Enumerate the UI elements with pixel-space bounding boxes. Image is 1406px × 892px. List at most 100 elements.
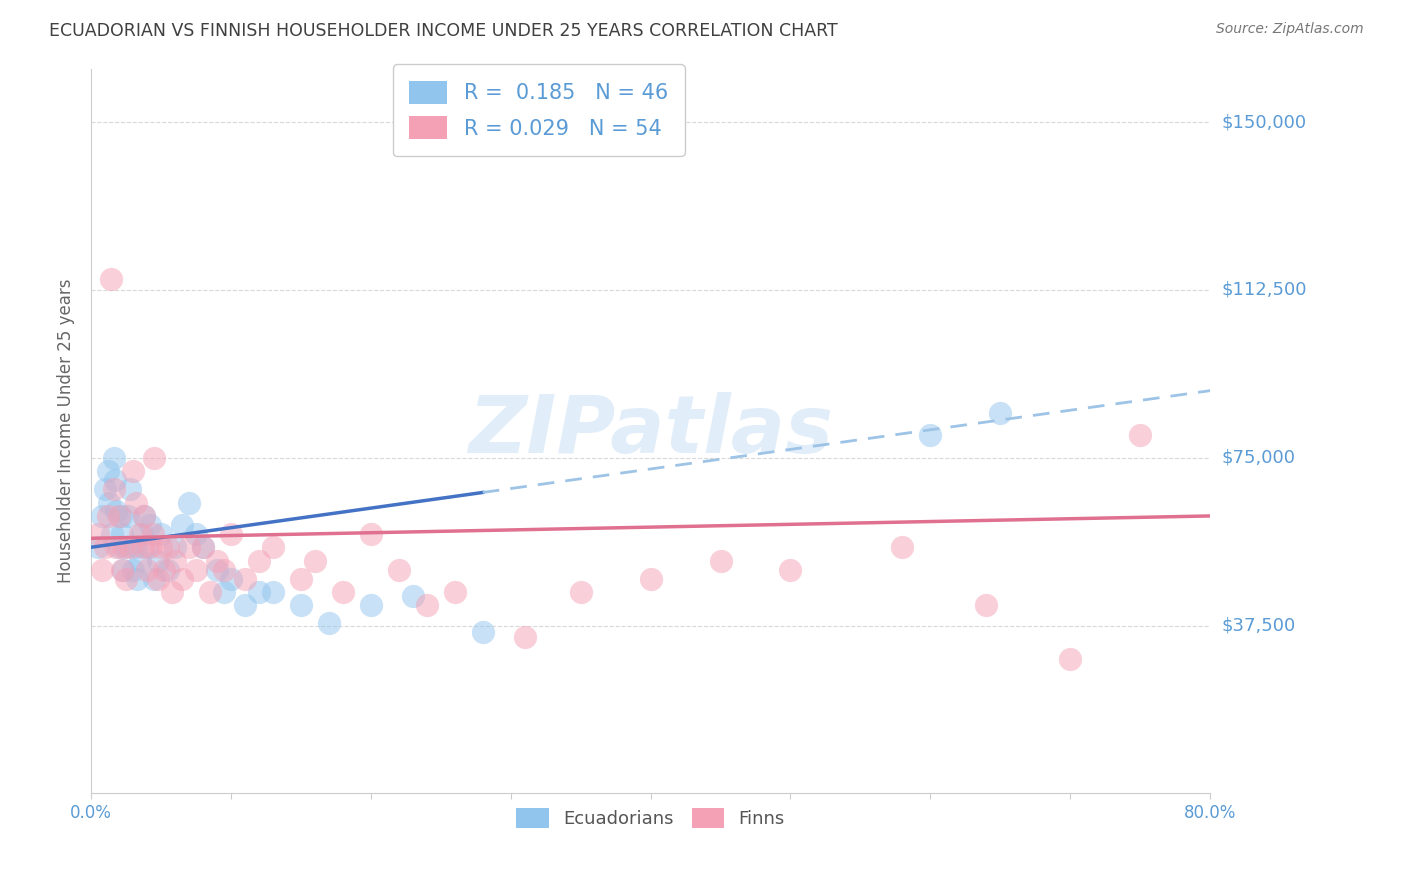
Point: [127, 572, 149, 586]
Point: [100, 272, 122, 286]
Point: [157, 563, 180, 577]
Legend: Ecuadorians, Finns: Ecuadorians, Finns: [509, 801, 792, 835]
Point: [104, 473, 127, 487]
Point: [219, 526, 242, 541]
Point: [247, 554, 270, 568]
Point: [233, 572, 256, 586]
Point: [117, 508, 139, 523]
Point: [262, 541, 284, 555]
Point: [108, 541, 131, 555]
Point: [105, 504, 128, 518]
Point: [112, 541, 135, 555]
Point: [247, 585, 270, 599]
Point: [94, 541, 117, 555]
Point: [129, 554, 152, 568]
Point: [1059, 652, 1081, 666]
Point: [142, 526, 165, 541]
Point: [233, 599, 256, 613]
Point: [162, 585, 184, 599]
Point: [148, 554, 170, 568]
Point: [219, 572, 242, 586]
Point: [318, 616, 340, 631]
Point: [569, 585, 592, 599]
Point: [120, 541, 142, 555]
Point: [170, 572, 193, 586]
Point: [139, 541, 162, 555]
Point: [471, 625, 494, 640]
Point: [205, 554, 228, 568]
Point: [136, 563, 159, 577]
Point: [290, 599, 312, 613]
Point: [360, 526, 382, 541]
Point: [122, 464, 145, 478]
Point: [262, 585, 284, 599]
Point: [87, 541, 110, 555]
Point: [170, 517, 193, 532]
Point: [105, 541, 128, 555]
Point: [513, 630, 536, 644]
Point: [134, 508, 156, 523]
Text: $150,000: $150,000: [1222, 113, 1306, 131]
Text: ECUADORIAN VS FINNISH HOUSEHOLDER INCOME UNDER 25 YEARS CORRELATION CHART: ECUADORIAN VS FINNISH HOUSEHOLDER INCOME…: [49, 22, 838, 40]
Point: [124, 541, 146, 555]
Point: [416, 599, 439, 613]
Point: [94, 482, 117, 496]
Point: [111, 526, 134, 541]
Text: ZIPatlas: ZIPatlas: [468, 392, 834, 470]
Point: [134, 508, 156, 523]
Point: [1129, 428, 1152, 442]
Point: [290, 572, 312, 586]
Point: [640, 572, 662, 586]
Point: [332, 585, 354, 599]
Point: [779, 563, 801, 577]
Point: [157, 541, 180, 555]
Point: [177, 495, 200, 509]
Point: [125, 495, 148, 509]
Point: [97, 464, 120, 478]
Point: [136, 541, 159, 555]
Point: [988, 406, 1011, 420]
Point: [198, 585, 221, 599]
Point: [205, 563, 228, 577]
Point: [103, 482, 125, 496]
Point: [143, 450, 166, 465]
Text: Source: ZipAtlas.com: Source: ZipAtlas.com: [1216, 22, 1364, 37]
Point: [177, 541, 200, 555]
Point: [91, 508, 114, 523]
Point: [148, 572, 170, 586]
Point: [212, 585, 235, 599]
Point: [388, 563, 411, 577]
Point: [184, 526, 207, 541]
Point: [891, 541, 914, 555]
Text: $37,500: $37,500: [1222, 616, 1295, 634]
Point: [920, 428, 942, 442]
Point: [150, 526, 173, 541]
Point: [98, 495, 121, 509]
Point: [112, 563, 135, 577]
Point: [101, 526, 124, 541]
Point: [115, 572, 138, 586]
Point: [402, 590, 425, 604]
Point: [111, 563, 134, 577]
Point: [129, 526, 152, 541]
Point: [139, 517, 162, 532]
Point: [304, 554, 326, 568]
Point: [131, 526, 153, 541]
Point: [91, 563, 114, 577]
Point: [443, 585, 465, 599]
Point: [191, 541, 214, 555]
Point: [110, 508, 132, 523]
Point: [97, 508, 120, 523]
Point: [103, 450, 125, 465]
Point: [115, 541, 138, 555]
Point: [191, 541, 214, 555]
Point: [87, 526, 110, 541]
Point: [150, 541, 173, 555]
Point: [212, 563, 235, 577]
Point: [360, 599, 382, 613]
Point: [108, 508, 131, 523]
Point: [132, 541, 155, 555]
Point: [165, 554, 187, 568]
Point: [709, 554, 731, 568]
Point: [165, 541, 187, 555]
